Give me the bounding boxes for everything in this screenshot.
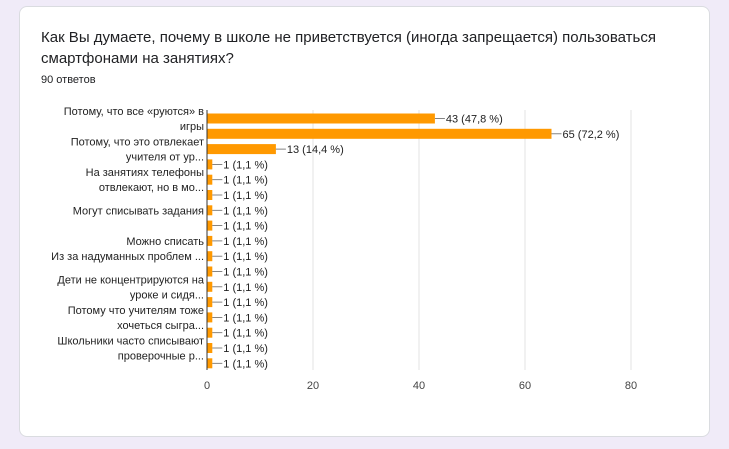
category-label: Из за надуманных проблем ... <box>51 251 204 263</box>
responses-count: 90 ответов <box>41 74 96 86</box>
data-label: 1 (1,1 %) <box>223 251 268 263</box>
data-label: 1 (1,1 %) <box>223 221 268 233</box>
category-label: проверочные р... <box>118 351 204 363</box>
data-label: 1 (1,1 %) <box>223 236 268 248</box>
bar <box>207 281 213 292</box>
bar-chart: 0 20 40 60 80 43 (47,8 %) 65 (72,2 %) 13 (14,4 … <box>51 106 637 392</box>
x-tick-label: 80 <box>625 380 637 392</box>
bar <box>207 235 213 246</box>
x-tick-label: 20 <box>307 380 319 392</box>
category-label: уроке и сидя... <box>130 289 204 301</box>
data-label: 1 (1,1 %) <box>223 175 268 187</box>
category-label: Потому, что это отвлекает <box>71 137 204 149</box>
bar <box>207 144 276 155</box>
data-label: 1 (1,1 %) <box>223 312 268 324</box>
bar <box>207 297 213 308</box>
data-label: 1 (1,1 %) <box>223 205 268 217</box>
bar <box>207 113 435 124</box>
bar <box>207 159 213 170</box>
data-label: 1 (1,1 %) <box>223 343 268 355</box>
data-label: 43 (47,8 %) <box>446 114 503 126</box>
question-card: Как Вы думаете, почему в школе не привет… <box>19 6 710 437</box>
category-label: Потому что учителям тоже <box>68 305 204 317</box>
data-label: 1 (1,1 %) <box>223 297 268 309</box>
data-label: 1 (1,1 %) <box>223 358 268 370</box>
category-label: Могут списывать задания <box>73 205 204 217</box>
category-label: Можно списать <box>126 236 204 248</box>
bar <box>207 220 213 231</box>
question-title: Как Вы думаете, почему в школе не привет… <box>41 29 656 67</box>
bar <box>207 312 213 323</box>
category-label: Дети не концентрируются на <box>57 274 204 286</box>
category-label: отвлекают, но в мо... <box>99 182 204 194</box>
category-label: хочеться сыгра... <box>117 320 204 332</box>
data-label: 1 (1,1 %) <box>223 159 268 171</box>
data-label: 13 (14,4 %) <box>287 144 344 156</box>
bar <box>207 128 552 139</box>
data-label: 1 (1,1 %) <box>223 267 268 279</box>
bar <box>207 343 213 353</box>
x-tick-label: 60 <box>519 380 531 392</box>
category-label: игры <box>180 121 204 133</box>
data-label: 65 (72,2 %) <box>563 129 620 141</box>
bar <box>207 205 213 216</box>
x-tick-label: 0 <box>204 380 210 392</box>
data-label: 1 (1,1 %) <box>223 282 268 294</box>
bar <box>207 266 213 277</box>
x-tick-label: 40 <box>413 380 425 392</box>
bar <box>207 327 213 338</box>
bar <box>207 190 213 200</box>
bar <box>207 358 213 369</box>
category-label: Потому, что все «руются» в <box>64 106 204 118</box>
data-label: 1 (1,1 %) <box>223 190 268 202</box>
category-label: учителя от ур... <box>126 152 204 164</box>
category-label: На занятиях телефоны <box>86 167 204 179</box>
bar <box>207 174 213 185</box>
bar <box>207 251 213 262</box>
data-label: 1 (1,1 %) <box>223 328 268 340</box>
category-label: Школьники часто списывают <box>57 336 204 348</box>
